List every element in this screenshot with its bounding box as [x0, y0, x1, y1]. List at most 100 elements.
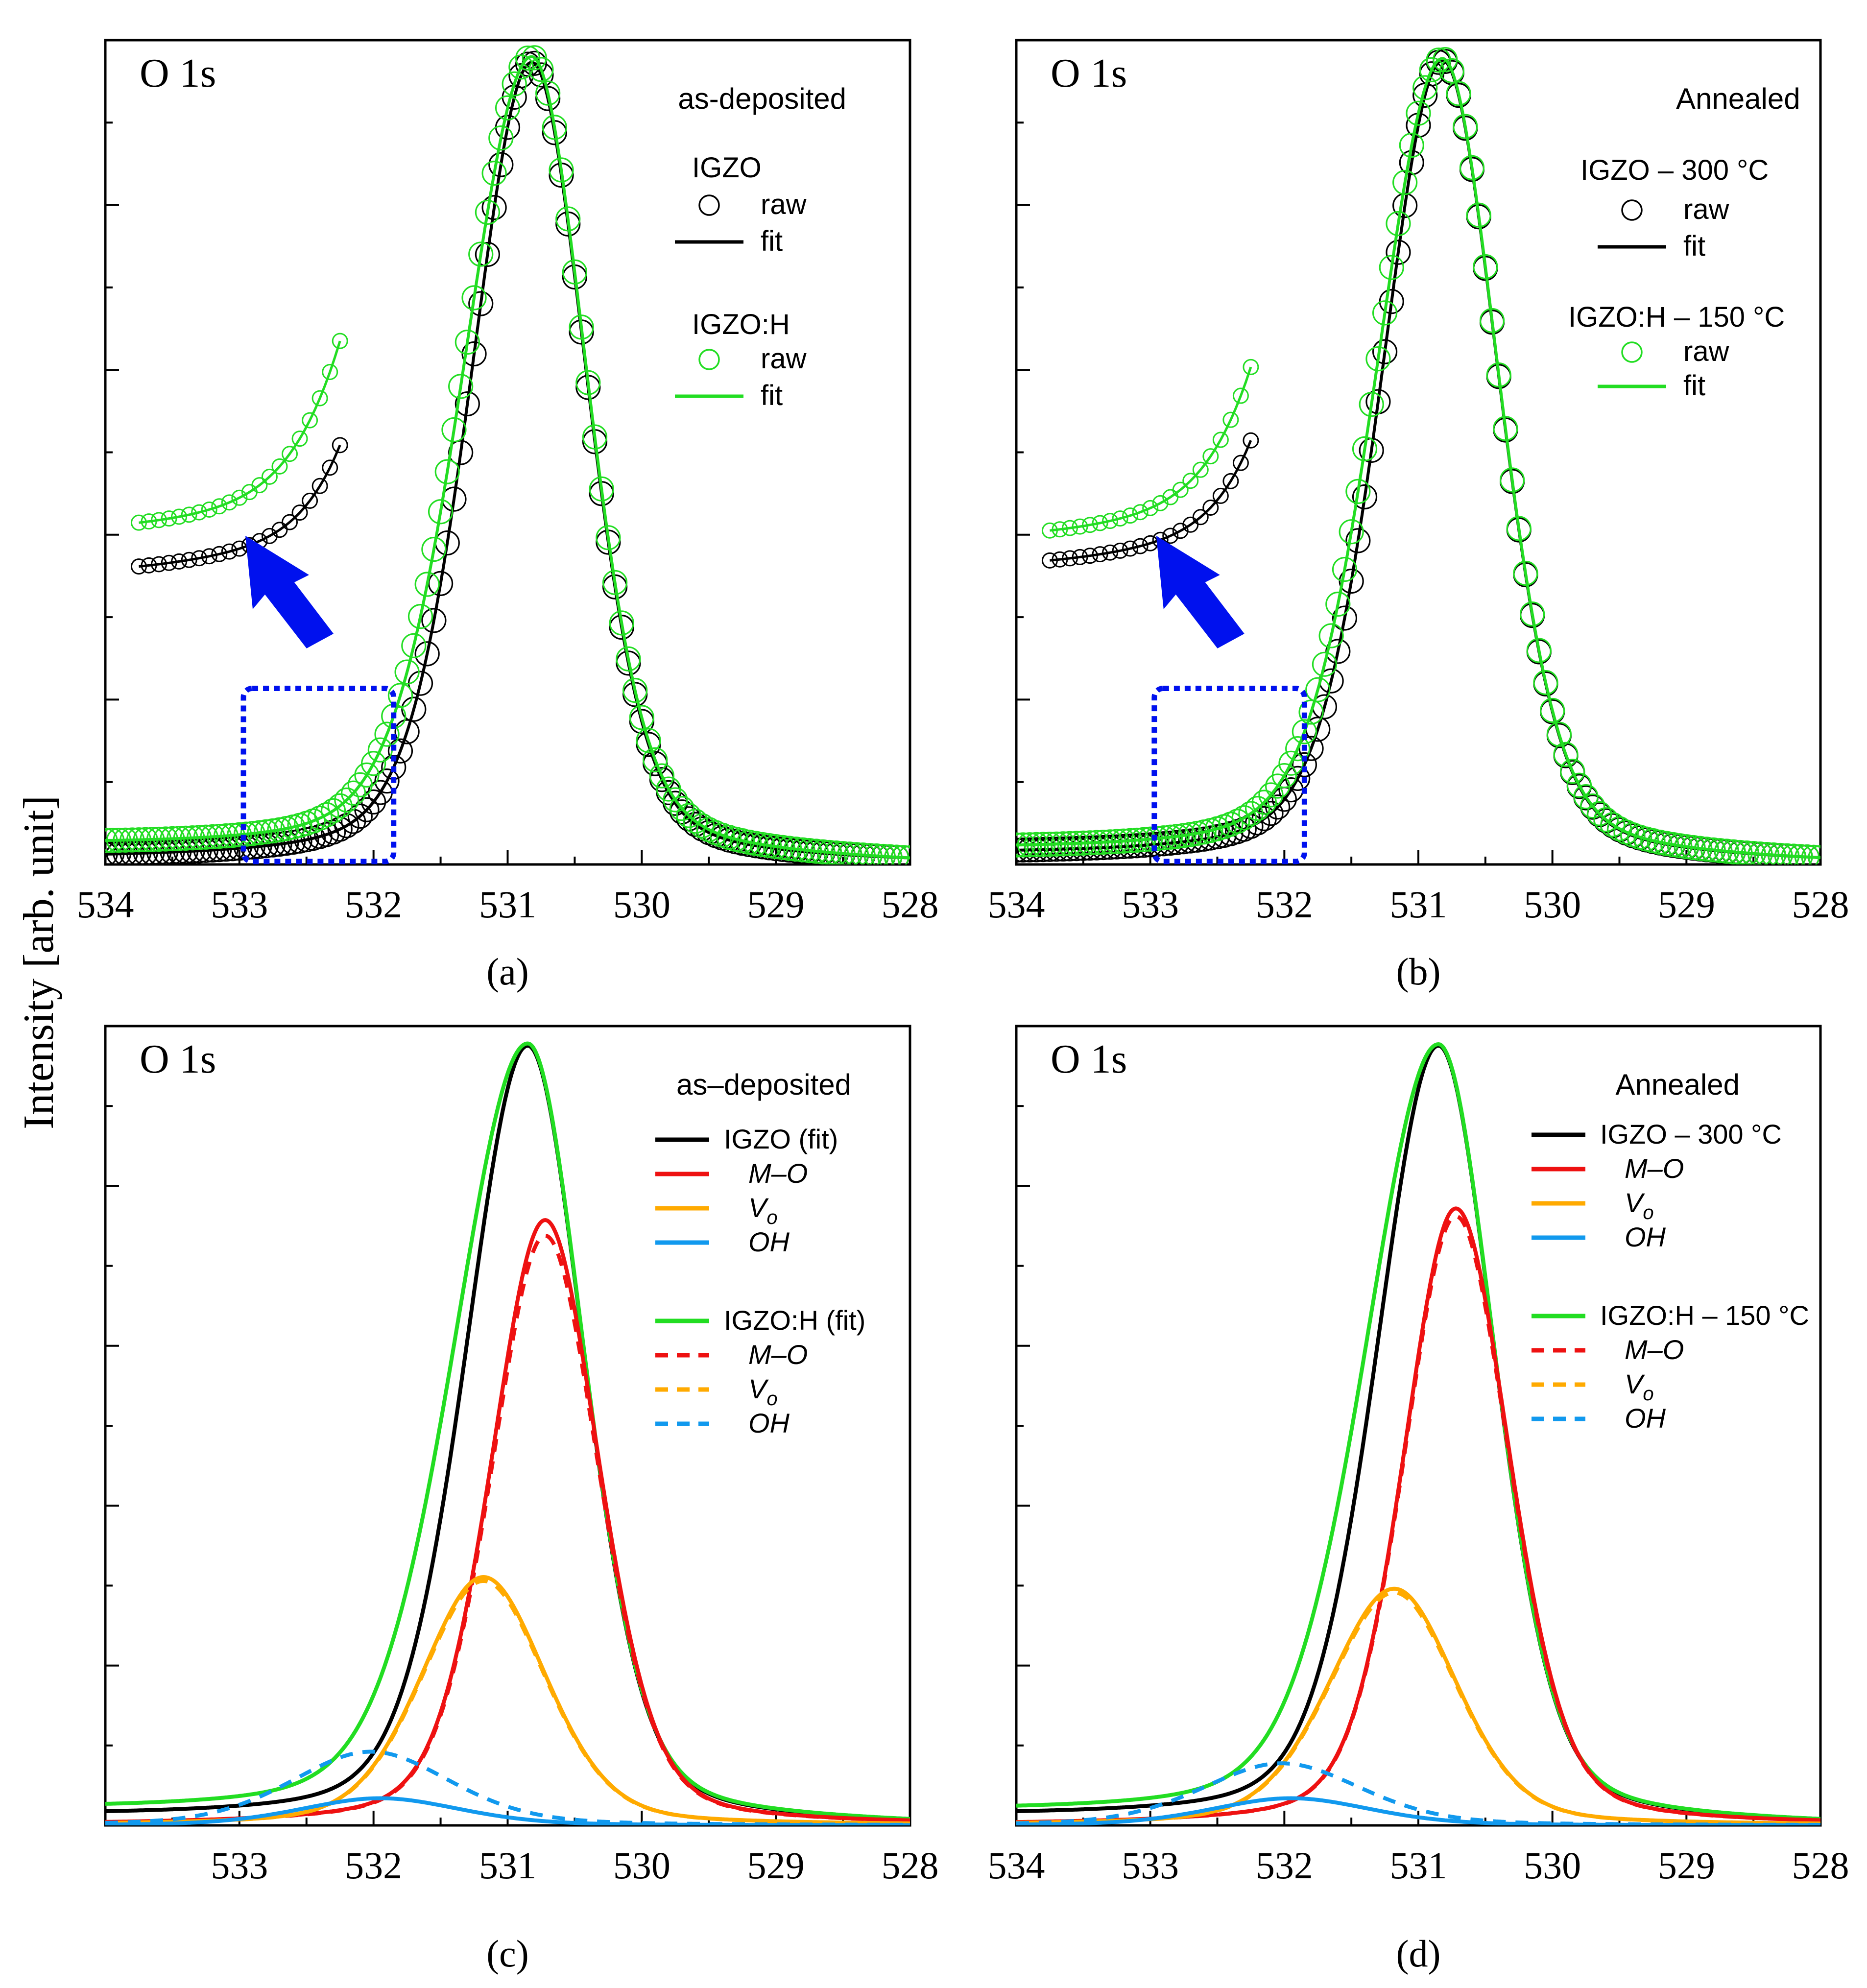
raw-point — [636, 728, 661, 753]
raw-point — [1426, 48, 1451, 73]
raw-point — [1399, 132, 1424, 158]
raw-point — [1660, 832, 1686, 858]
zoom-box — [1151, 686, 1307, 864]
condition-label: as-deposited — [678, 82, 846, 115]
legend-label-text: M–O — [748, 1158, 808, 1189]
component-line-5 — [105, 1579, 910, 1825]
legend-label-text: OH — [1625, 1403, 1666, 1434]
raw-point — [1406, 100, 1431, 126]
raw-point — [448, 374, 474, 399]
raw-point — [1372, 300, 1398, 326]
raw-point — [663, 787, 688, 813]
legend-group-label: IGZO — [692, 152, 762, 184]
raw-point — [354, 797, 380, 822]
x-tick-label: 532 — [345, 1844, 402, 1887]
raw-point — [1386, 211, 1411, 237]
raw-point — [334, 813, 359, 838]
raw-point — [1224, 809, 1250, 834]
raw-point — [1265, 794, 1291, 820]
x-tick-label: 534 — [77, 883, 134, 926]
raw-point — [616, 646, 641, 671]
raw-point — [1171, 823, 1197, 848]
x-tick-label: 528 — [1792, 1844, 1849, 1887]
component-line-6 — [1016, 1796, 1820, 1825]
component-line-6 — [105, 1796, 910, 1825]
inset-raw-point — [1232, 455, 1249, 471]
inset-raw-point — [1222, 473, 1239, 489]
raw-data-igzo — [105, 50, 910, 864]
inset-raw-point — [181, 506, 197, 523]
legend-item-label: fit — [1683, 230, 1705, 262]
component-line-7 — [105, 1749, 910, 1825]
raw-point — [1184, 827, 1210, 853]
raw-point — [1379, 255, 1404, 280]
raw-point — [421, 536, 447, 562]
legend-item-label: IGZO – 300 °C — [1600, 1119, 1782, 1150]
raw-point — [1553, 742, 1579, 767]
raw-point — [669, 796, 695, 821]
legend-label-text: IGZO:H (fit) — [724, 1305, 865, 1336]
panel-title: O 1s — [140, 50, 216, 96]
raw-point — [609, 610, 634, 636]
raw-data-igzo-h — [105, 45, 910, 864]
raw-point — [1352, 436, 1378, 461]
inset-raw-point — [1102, 513, 1119, 529]
raw-point — [1178, 822, 1203, 847]
inset-raw-point — [1122, 507, 1139, 524]
inset-raw-point — [261, 468, 278, 485]
raw-point — [589, 476, 614, 502]
plot-area — [105, 1041, 910, 1825]
raw-point — [320, 798, 346, 823]
raw-point — [334, 787, 359, 813]
legend-item-label: OH — [1625, 1403, 1666, 1434]
legend-label-text: OH — [1625, 1222, 1666, 1252]
inset-raw-point — [1182, 473, 1199, 489]
raw-point — [407, 604, 433, 629]
raw-point — [683, 809, 708, 834]
legend-label-text: M–O — [748, 1339, 808, 1370]
x-tick-label: 533 — [211, 883, 268, 926]
inset-raw-point — [211, 546, 228, 562]
legend-item-label: IGZO:H (fit) — [724, 1305, 865, 1336]
inset-raw-point — [322, 459, 338, 476]
inset-raw-point — [302, 412, 318, 429]
raw-point — [1533, 670, 1558, 695]
inset-raw-point — [201, 501, 217, 518]
x-tick-label: 529 — [747, 1844, 805, 1887]
x-tick-label: 530 — [1524, 883, 1581, 926]
component-line-3 — [1016, 1214, 1820, 1824]
plot-area — [105, 45, 910, 864]
zoom-box — [240, 686, 397, 864]
panel-caption: (c) — [486, 1932, 529, 1975]
legend-circle-marker — [1621, 341, 1643, 363]
raw-point — [1332, 556, 1358, 582]
legend-item-label: OH — [748, 1226, 790, 1257]
raw-point — [1412, 75, 1438, 100]
legend-item-label: M–O — [748, 1158, 808, 1189]
y-ticks — [105, 1025, 119, 1826]
raw-point — [475, 199, 501, 225]
legend-item-label: raw — [1683, 193, 1730, 225]
raw-point — [488, 125, 514, 151]
raw-point — [528, 57, 554, 82]
legend-label-subscript: o — [1643, 1383, 1653, 1405]
raw-point — [1392, 169, 1418, 195]
raw-point — [502, 71, 527, 96]
legend-label-text: V — [748, 1373, 769, 1404]
raw-point — [327, 793, 353, 818]
raw-point — [414, 572, 440, 597]
raw-point — [1473, 254, 1498, 280]
legend-item-label: fit — [761, 225, 783, 257]
raw-point — [1453, 114, 1478, 139]
component-line-0 — [1016, 1043, 1820, 1821]
inset-raw-point — [302, 492, 318, 509]
x-tick-label: 534 — [988, 1844, 1045, 1887]
inset-fit-line — [1050, 440, 1252, 562]
raw-point — [1526, 638, 1552, 663]
inset-raw-point — [1112, 510, 1128, 527]
inset-raw-point — [1212, 487, 1229, 504]
raw-point — [756, 833, 782, 859]
x-tick-label: 530 — [613, 883, 670, 926]
x-tick-label: 528 — [882, 883, 939, 926]
